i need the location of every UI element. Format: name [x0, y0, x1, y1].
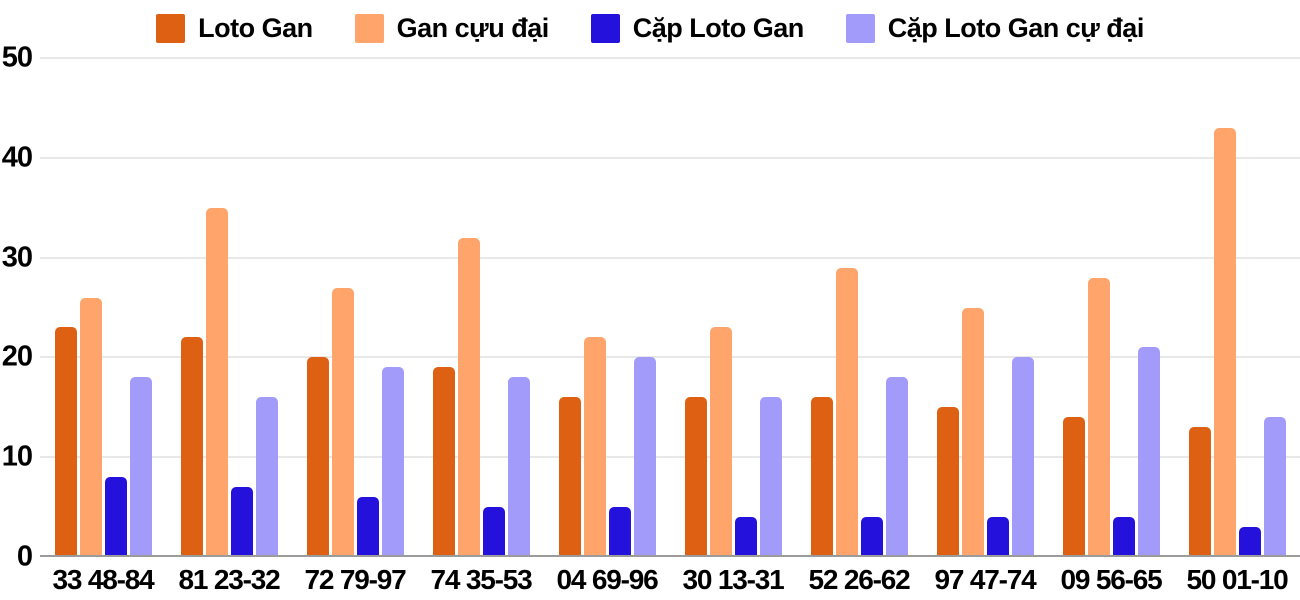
legend-label: Loto Gan [198, 12, 313, 43]
bar [860, 517, 883, 557]
bar [1188, 427, 1211, 557]
bar-group [670, 58, 796, 557]
gridline [40, 256, 1300, 259]
bar [583, 337, 606, 557]
bar [230, 487, 253, 557]
bar [961, 307, 984, 557]
bar [986, 517, 1009, 557]
chart-legend: Loto Gan Gan cựu đại Cặp Loto Gan Cặp Loto … [0, 6, 1300, 50]
y-tick-label: 40 [1, 141, 33, 174]
bar [633, 357, 656, 557]
bar-group [544, 58, 670, 557]
bar-group [292, 58, 418, 557]
legend-swatch-icon [156, 13, 186, 43]
bar [709, 327, 732, 557]
y-tick-label: 50 [1, 41, 33, 74]
legend-label: Gan cựu đại [396, 12, 550, 43]
legend-swatch-icon [354, 13, 384, 43]
bar [255, 397, 278, 557]
bar [1137, 347, 1160, 557]
bar [104, 477, 127, 557]
bar [936, 407, 959, 557]
gridline [40, 57, 1300, 59]
bar [734, 517, 757, 557]
y-axis: 0 10 20 30 40 50 [0, 43, 34, 571]
y-tick-label: 10 [1, 440, 33, 473]
bar [885, 377, 908, 557]
y-tick-label: 30 [1, 241, 33, 274]
x-category-label: 81 23-32 [178, 564, 281, 595]
bar [759, 397, 782, 557]
x-category-label: 50 01-10 [1186, 564, 1289, 595]
x-category-label: 52 26-62 [808, 564, 911, 595]
bar [356, 497, 379, 557]
bar [129, 377, 152, 557]
bar [432, 367, 455, 557]
x-category-label: 72 79-97 [304, 564, 407, 595]
bar-group [40, 58, 166, 557]
legend-label: Cặp Loto Gan [632, 12, 805, 43]
x-category-label: 97 47-74 [934, 564, 1037, 595]
bar [205, 207, 228, 557]
bar [810, 397, 833, 557]
bar [1213, 127, 1236, 557]
bar [381, 367, 404, 557]
bar-group [418, 58, 544, 557]
plot-area [40, 57, 1300, 557]
x-category-label: 09 56-65 [1060, 564, 1163, 595]
bar [1087, 277, 1110, 557]
bar [1011, 357, 1034, 557]
legend-item: Cặp Loto Gan [590, 12, 805, 44]
x-category-label: 74 35-53 [430, 564, 533, 595]
bar-group [796, 58, 922, 557]
bar-group [1048, 58, 1174, 557]
y-tick-label: 20 [1, 340, 33, 373]
bar [482, 507, 505, 557]
bar [457, 237, 480, 557]
bar [1062, 417, 1085, 557]
legend-item: Gan cựu đại [354, 12, 550, 44]
legend-item: Cặp Loto Gan cự đại [845, 12, 1145, 44]
gridline [40, 356, 1300, 359]
bar [684, 397, 707, 557]
bar [1238, 527, 1261, 557]
bar-group [1174, 58, 1300, 557]
x-category-label: 33 48-84 [52, 564, 155, 595]
bar [54, 327, 77, 557]
bar [608, 507, 631, 557]
bar [1263, 417, 1286, 557]
bar-group [166, 58, 292, 557]
bar [1112, 517, 1135, 557]
bar [558, 397, 581, 557]
bar [507, 377, 530, 557]
x-category-label: 04 69-96 [556, 564, 659, 595]
gridline [40, 156, 1300, 159]
bar [79, 297, 102, 557]
bar [306, 357, 329, 557]
legend-swatch-icon [845, 13, 875, 43]
bar-groups-container [40, 58, 1300, 557]
bar [331, 287, 354, 557]
y-tick-label: 0 [16, 540, 33, 573]
x-category-label: 30 13-31 [682, 564, 785, 595]
legend-swatch-icon [590, 13, 620, 43]
bar [180, 337, 203, 557]
x-axis-baseline [40, 555, 1300, 557]
legend-item: Loto Gan [156, 12, 313, 44]
gridline [40, 456, 1300, 459]
bar [835, 267, 858, 557]
legend-label: Cặp Loto Gan cự đại [887, 12, 1145, 43]
bar-group [922, 58, 1048, 557]
x-axis: 33 48-84 81 23-32 72 79-97 74 35-53 04 69-96… [40, 562, 1300, 598]
